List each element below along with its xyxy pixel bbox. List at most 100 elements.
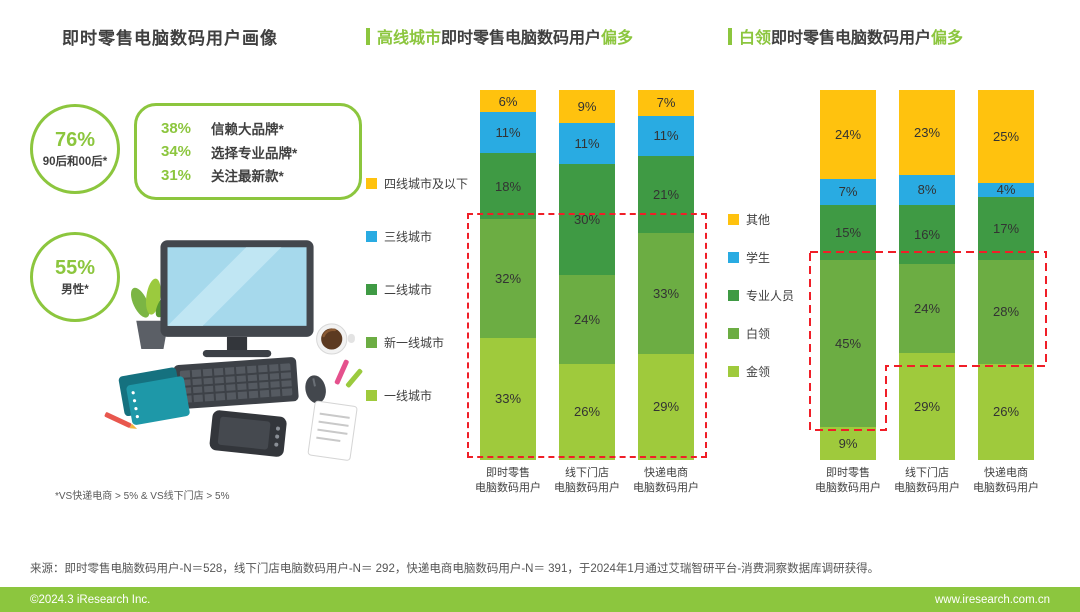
bar-segment: 11%: [638, 115, 694, 156]
fact-row: 34% 选择专业品牌*: [161, 142, 359, 162]
chart-title-segment: 即时零售电脑数码用户: [771, 30, 932, 47]
website-link[interactable]: www.iresearch.com.cn: [934, 593, 1050, 606]
legend-swatch-icon: [366, 336, 377, 348]
legend-label: 二线城市: [384, 282, 433, 297]
mouse-icon: [305, 375, 326, 404]
bar-segment: 24%: [559, 274, 615, 364]
legend-swatch-icon: [366, 230, 377, 242]
legend-item: 白领: [728, 322, 794, 344]
legend-swatch-icon: [728, 251, 739, 263]
x-axis-label: 快递电商 电脑数码用户: [973, 467, 1039, 495]
legend-label: 一线城市: [384, 388, 433, 403]
bar-segment: 9%: [559, 90, 615, 124]
legend-label: 金领: [746, 364, 771, 379]
x-axis-labels: 即时零售 电脑数码用户 线下门店 电脑数码用户 快递电商 电脑数码用户: [815, 466, 1039, 497]
chart-legend: 四线城市及以下三线城市二线城市新一线城市一线城市: [366, 172, 468, 437]
bar-segment: 17%: [978, 197, 1034, 261]
bar-segment: 4%: [978, 182, 1034, 198]
legend-swatch-icon: [366, 389, 377, 401]
legend-label: 白领: [746, 326, 771, 341]
workspace-illustration: [104, 240, 363, 461]
x-axis-labels: 即时零售 电脑数码用户 线下门店 电脑数码用户 快递电商 电脑数码用户: [475, 466, 699, 497]
marker-pen-icon: [334, 359, 349, 385]
stacked-bar: 24% 7% 15% 45% 9%: [820, 90, 876, 460]
legend-item: 一线城市: [366, 384, 468, 406]
chart-title-segment: 偏多: [931, 30, 964, 47]
fact-label: 信赖大品牌*: [211, 122, 284, 137]
bar-segment: 24%: [899, 263, 955, 353]
x-axis-label: 快递电商 电脑数码用户: [633, 467, 699, 495]
tablet-icon: [209, 410, 287, 457]
legend-swatch-icon: [366, 283, 377, 295]
bar-segment: 16%: [899, 204, 955, 264]
legend-swatch-icon: [366, 177, 377, 189]
chart-title-segment: 白领: [739, 30, 772, 47]
legend-item: 二线城市: [366, 278, 468, 300]
stat-circle-gender: 55% 男性*: [30, 232, 120, 322]
bar-segment: 26%: [559, 363, 615, 460]
legend-swatch-icon: [728, 289, 739, 301]
bar-segment: 32%: [480, 219, 536, 338]
fact-label: 关注最新款*: [211, 169, 284, 184]
stat-label: 90后和00后*: [42, 156, 108, 168]
legend-swatch-icon: [728, 213, 739, 225]
chart-title-text: 白领即时零售电脑数码用户偏多: [739, 24, 963, 48]
bar-segment: 21%: [638, 155, 694, 233]
legend-item: 其他: [728, 208, 794, 230]
stacked-bar: 6% 11% 18% 32% 33%: [480, 90, 536, 460]
legend-item: 三线城市: [366, 225, 468, 247]
bar-segment: 30%: [559, 163, 615, 275]
legend-item: 金领: [728, 360, 794, 382]
chart-title-segment: 即时零售电脑数码用户: [441, 30, 602, 47]
stacked-bar: 23% 8% 16% 24% 29%: [899, 90, 955, 460]
bar-segment: 8%: [899, 175, 955, 205]
bar-segment: 7%: [820, 178, 876, 205]
x-axis-label: 即时零售 电脑数码用户: [475, 467, 541, 495]
bar-segment: 29%: [638, 353, 694, 460]
bar-segment: 18%: [480, 152, 536, 220]
legend-swatch-icon: [728, 365, 739, 377]
fact-row: 38% 信赖大品牌*: [161, 118, 359, 138]
footer-bar: ©2024.3 iResearch Inc. www.iresearch.com…: [0, 587, 1080, 612]
chart-title-text: 高线城市即时零售电脑数码用户偏多: [377, 24, 633, 48]
bar-segment: 15%: [820, 204, 876, 261]
bar-segment: 9%: [820, 426, 876, 460]
chart-title-segment: 偏多: [601, 30, 634, 47]
bar-segment: 6%: [480, 90, 536, 113]
footnote: *VS快递电商 > 5% & VS线下门店 > 5%: [55, 491, 230, 502]
chart-bars: 24% 7% 15% 45% 9% 23% 8% 16% 24% 29% 25% 4% 17% 28% 26…: [820, 90, 1034, 460]
bar-segment: 11%: [559, 123, 615, 164]
bar-segment: 25%: [978, 90, 1034, 183]
stacked-bar: 25% 4% 17% 28% 26%: [978, 90, 1034, 460]
legend-item: 学生: [728, 246, 794, 268]
stat-label: 男性*: [61, 284, 89, 296]
stat-circle-age: 76% 90后和00后*: [30, 104, 120, 194]
marker-pen-icon: [345, 368, 363, 388]
legend-label: 专业人员: [746, 288, 795, 303]
legend-item: 新一线城市: [366, 331, 468, 353]
brand-preference-box: 38% 信赖大品牌* 34% 选择专业品牌* 31% 关注最新款*: [134, 103, 362, 200]
legend-label: 其他: [746, 212, 771, 227]
fact-label: 选择专业品牌*: [211, 145, 298, 161]
city-tier-chart: 高线城市即时零售电脑数码用户偏多 四线城市及以下 三线城市 二线城市 新一线城市 一线城…: [366, 20, 711, 520]
legend-item: 四线城市及以下: [366, 172, 468, 194]
bar-segment: 26%: [978, 363, 1034, 460]
chart-title-segment: 高线城市: [377, 30, 442, 47]
bar-segment: 23%: [899, 90, 955, 176]
legend-item: 专业人员: [728, 284, 794, 306]
chart-title: 白领即时零售电脑数码用户偏多: [728, 24, 963, 48]
fact-value: 31%: [161, 166, 192, 184]
bar-segment: 7%: [638, 90, 694, 116]
copyright: ©2024.3 iResearch Inc.: [30, 593, 151, 606]
bar-segment: 28%: [978, 260, 1034, 364]
source-note: 来源：即时零售电脑数码用户-N＝528，线下门店电脑数码用户-N＝ 292，快递…: [30, 563, 880, 575]
bar-segment: 29%: [899, 352, 955, 460]
bar-segment: 33%: [480, 337, 536, 460]
legend-label: 三线城市: [384, 229, 433, 244]
title-accent-bar: [366, 27, 370, 45]
fact-value: 38%: [161, 119, 192, 137]
notebook-icon: [118, 367, 190, 425]
stacked-bar: 7% 11% 21% 33% 29%: [638, 90, 694, 460]
fact-value: 34%: [161, 143, 192, 160]
